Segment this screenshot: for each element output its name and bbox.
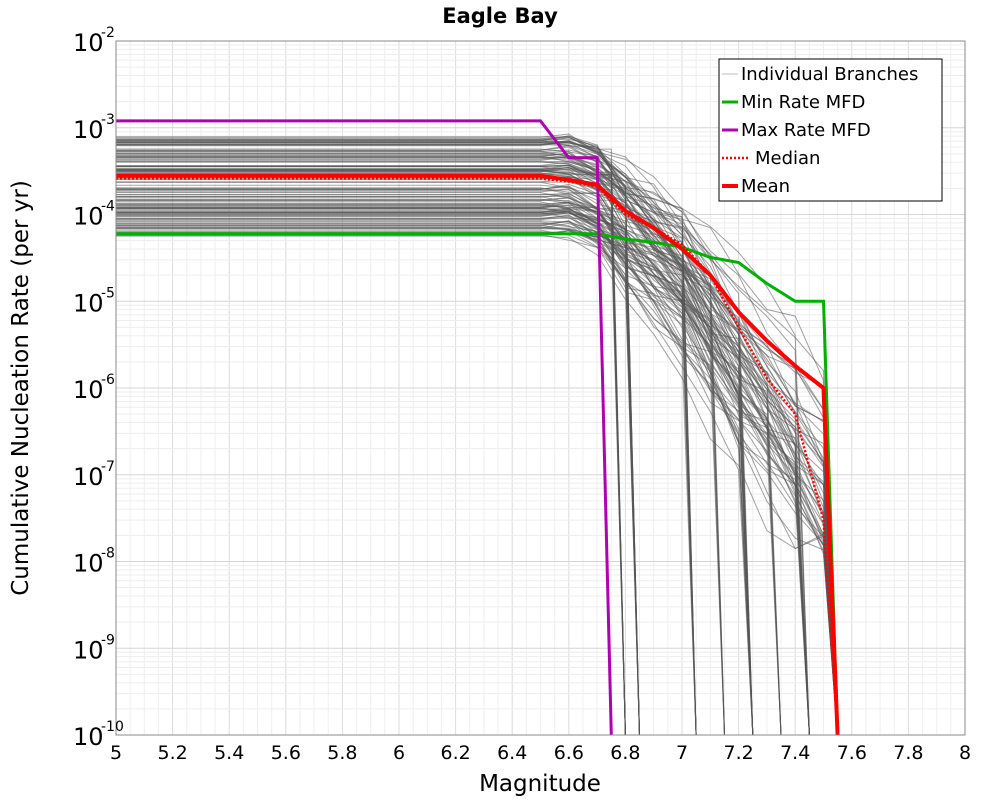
x-tick-label: 5.6 xyxy=(271,742,301,764)
branch-line xyxy=(116,164,839,735)
branch-line xyxy=(116,229,839,735)
branch-line xyxy=(116,208,640,735)
branch-line xyxy=(116,204,626,735)
branch-line xyxy=(116,227,640,735)
branch-line xyxy=(116,203,754,735)
y-tick-exponent: -8 xyxy=(101,546,115,562)
legend-label-median: Median xyxy=(755,148,820,169)
y-tick-label: 10 xyxy=(73,29,104,57)
branch-line xyxy=(116,188,839,735)
legend: Individual Branches Min Rate MFD Max Rat… xyxy=(718,58,943,202)
branch-line xyxy=(116,176,754,735)
series-group xyxy=(116,119,840,735)
branch-line xyxy=(116,172,839,735)
branch-line xyxy=(116,208,810,735)
legend-box xyxy=(718,58,943,202)
branch-line xyxy=(116,151,810,735)
branch-line xyxy=(116,220,754,735)
y-tick-exponent: -6 xyxy=(101,372,115,388)
y-tick-label: 10 xyxy=(73,376,104,404)
y-axis-label: Cumulative Nucleation Rate (per yr) xyxy=(8,180,34,596)
y-tick-label: 10 xyxy=(73,463,104,491)
y-tick-exponent: -10 xyxy=(101,719,124,735)
branch-line xyxy=(116,171,754,735)
legend-label-max-rate: Max Rate MFD xyxy=(741,120,871,141)
series-line-max-rate-mfd xyxy=(116,119,613,735)
plot-frame xyxy=(115,40,966,736)
branch-line xyxy=(116,172,839,735)
branch-line xyxy=(116,192,839,735)
chart-title: Eagle Bay xyxy=(442,4,558,28)
branch-line xyxy=(116,160,754,735)
branch-line xyxy=(116,168,839,735)
x-tick-label: 5.8 xyxy=(327,742,357,764)
x-tick-label: 6 xyxy=(393,742,405,764)
branch-line xyxy=(116,201,640,735)
x-tick-label: 6.8 xyxy=(610,742,640,764)
x-tick-label: 7 xyxy=(676,742,688,764)
y-tick-exponent: -5 xyxy=(101,285,115,301)
branch-line xyxy=(116,156,810,735)
y-tick-exponent: -3 xyxy=(101,112,115,128)
branch-line xyxy=(116,220,839,735)
legend-label-mean: Mean xyxy=(741,176,790,197)
branch-line xyxy=(116,208,640,735)
x-axis-label: Magnitude xyxy=(479,771,601,797)
branch-line xyxy=(116,139,697,735)
branch-line xyxy=(116,226,810,735)
legend-label-min-rate: Min Rate MFD xyxy=(741,92,865,113)
branch-line xyxy=(116,211,839,735)
branch-line xyxy=(116,208,839,735)
y-tick-label: 10 xyxy=(73,116,104,144)
branch-line xyxy=(116,207,697,735)
branch-line xyxy=(116,189,839,735)
branch-line xyxy=(116,229,810,735)
x-tick-label: 8 xyxy=(959,742,971,764)
branch-line xyxy=(116,205,754,735)
branch-line xyxy=(116,196,640,735)
branch-line xyxy=(116,183,754,735)
y-tick-exponent: -2 xyxy=(101,25,115,41)
x-tick-label: 7.2 xyxy=(723,742,753,764)
x-tick-label: 6.2 xyxy=(440,742,470,764)
x-tick-label: 5.2 xyxy=(157,742,187,764)
x-tick-label: 6.6 xyxy=(554,742,584,764)
branch-line xyxy=(116,139,839,735)
y-tick-label: 10 xyxy=(73,203,104,231)
x-axis-ticks: 5 5.2 5.4 5.6 5.8 6 6.2 6.4 6.6 6.8 7 7.2 7.4 7.6 7.8 8 xyxy=(110,742,971,764)
branch-line xyxy=(116,187,810,735)
individual-branches-group xyxy=(116,133,839,735)
branch-line xyxy=(116,140,839,735)
y-tick-label: 10 xyxy=(73,550,104,578)
branch-line xyxy=(116,166,626,735)
series-line-mean xyxy=(116,173,840,735)
x-tick-label: 7.6 xyxy=(837,742,867,764)
y-tick-label: 10 xyxy=(73,289,104,317)
branch-line xyxy=(116,152,640,735)
series-line-min-rate-mfd xyxy=(116,232,840,735)
branch-line xyxy=(116,168,839,735)
legend-label-individual-branches: Individual Branches xyxy=(741,64,918,85)
branch-line xyxy=(116,226,754,735)
y-tick-label: 10 xyxy=(73,636,104,664)
x-tick-label: 5.4 xyxy=(214,742,244,764)
branch-line xyxy=(116,141,839,735)
y-tick-exponent: -7 xyxy=(101,459,115,475)
x-tick-label: 7.8 xyxy=(893,742,923,764)
y-tick-label: 10 xyxy=(73,723,104,751)
y-tick-exponent: -9 xyxy=(101,632,115,648)
x-tick-label: 5 xyxy=(110,742,122,764)
y-tick-exponent: -4 xyxy=(101,199,115,215)
y-axis-ticks: 10-210-310-410-510-610-710-810-910-10 xyxy=(73,25,124,751)
branch-line xyxy=(116,204,839,735)
branch-line xyxy=(116,202,839,735)
branch-line xyxy=(116,203,839,735)
branch-line xyxy=(116,150,839,735)
x-tick-label: 7.4 xyxy=(780,742,810,764)
x-tick-label: 6.4 xyxy=(497,742,527,764)
